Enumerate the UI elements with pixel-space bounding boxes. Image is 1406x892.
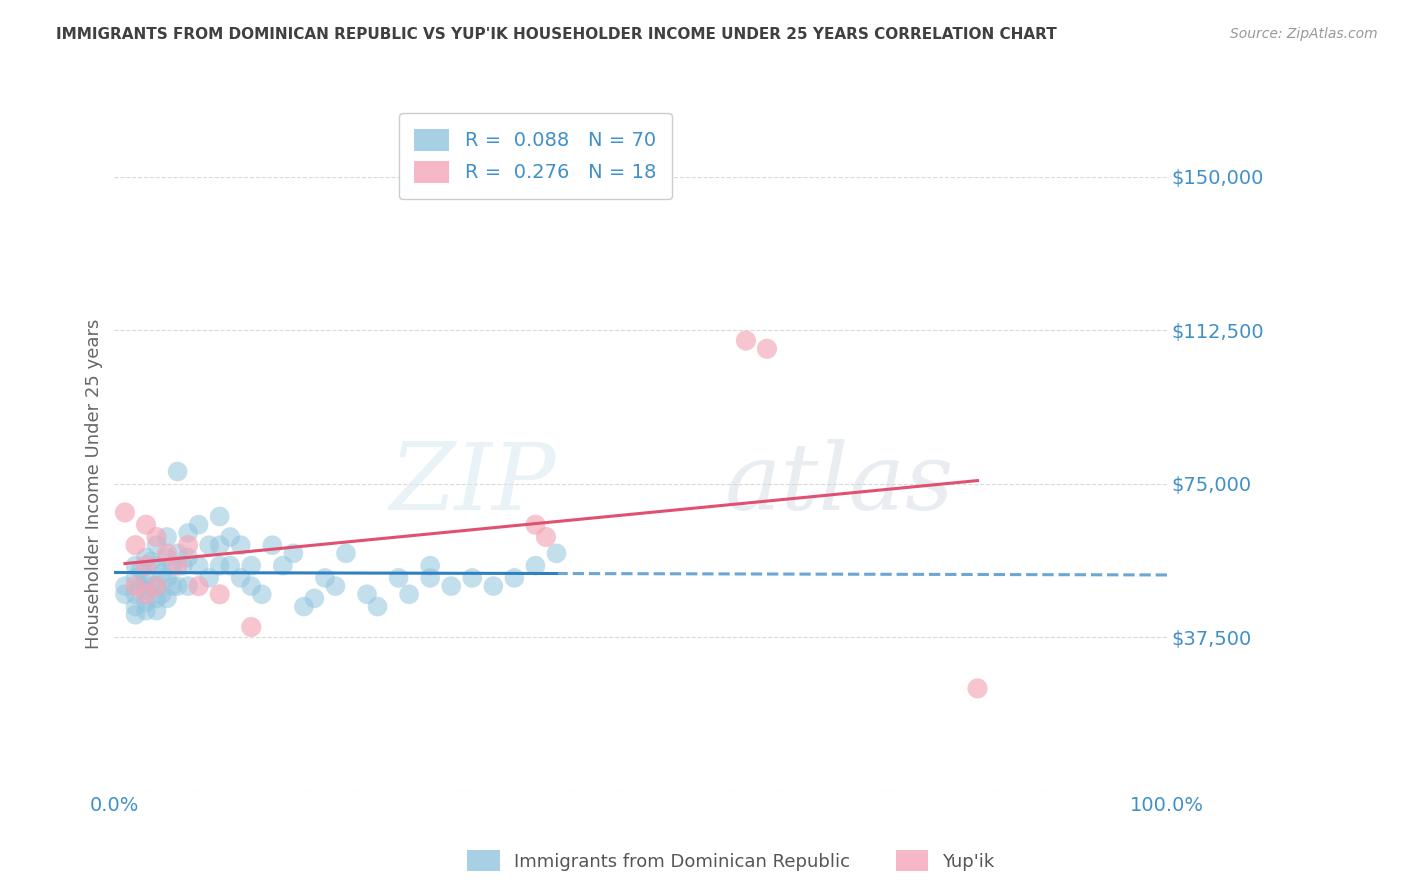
Point — [419, 571, 441, 585]
Point — [166, 579, 188, 593]
Point — [124, 558, 146, 573]
Point — [187, 558, 209, 573]
Point — [135, 604, 157, 618]
Point — [156, 550, 179, 565]
Point — [114, 579, 136, 593]
Point — [219, 530, 242, 544]
Point — [177, 538, 200, 552]
Point — [129, 563, 152, 577]
Point — [124, 571, 146, 585]
Point — [156, 571, 179, 585]
Point — [135, 550, 157, 565]
Point — [271, 558, 294, 573]
Point — [208, 558, 231, 573]
Point — [145, 538, 167, 552]
Point — [156, 591, 179, 606]
Point — [135, 517, 157, 532]
Point — [250, 587, 273, 601]
Point — [229, 571, 252, 585]
Point — [135, 595, 157, 609]
Point — [335, 546, 357, 560]
Point — [482, 579, 505, 593]
Point — [162, 579, 184, 593]
Point — [262, 538, 284, 552]
Point — [461, 571, 484, 585]
Point — [208, 509, 231, 524]
Point — [966, 681, 988, 696]
Text: ZIP: ZIP — [389, 439, 557, 529]
Point — [166, 546, 188, 560]
Point — [124, 587, 146, 601]
Point — [419, 558, 441, 573]
Point — [141, 555, 163, 569]
Point — [145, 579, 167, 593]
Point — [187, 517, 209, 532]
Point — [135, 587, 157, 601]
Point — [124, 599, 146, 614]
Point — [135, 558, 157, 573]
Point — [283, 546, 305, 560]
Point — [124, 579, 146, 593]
Point — [440, 579, 463, 593]
Point — [198, 571, 221, 585]
Point — [177, 550, 200, 565]
Point — [524, 517, 547, 532]
Y-axis label: Householder Income Under 25 years: Householder Income Under 25 years — [86, 318, 103, 649]
Point — [240, 558, 263, 573]
Point — [177, 579, 200, 593]
Point — [325, 579, 347, 593]
Point — [398, 587, 420, 601]
Point — [141, 579, 163, 593]
Point — [219, 558, 242, 573]
Point — [208, 538, 231, 552]
Point — [162, 558, 184, 573]
Point — [145, 558, 167, 573]
Point — [229, 538, 252, 552]
Point — [367, 599, 389, 614]
Text: IMMIGRANTS FROM DOMINICAN REPUBLIC VS YUP'IK HOUSEHOLDER INCOME UNDER 25 YEARS C: IMMIGRANTS FROM DOMINICAN REPUBLIC VS YU… — [56, 27, 1057, 42]
Point — [208, 587, 231, 601]
Point — [304, 591, 326, 606]
Legend: Immigrants from Dominican Republic, Yup'ik: Immigrants from Dominican Republic, Yup'… — [460, 843, 1002, 879]
Point — [114, 505, 136, 519]
Point — [135, 571, 157, 585]
Point — [166, 558, 188, 573]
Point — [524, 558, 547, 573]
Legend: R =  0.088   N = 70, R =  0.276   N = 18: R = 0.088 N = 70, R = 0.276 N = 18 — [399, 113, 672, 199]
Point — [503, 571, 526, 585]
Point — [356, 587, 378, 601]
Point — [150, 587, 173, 601]
Point — [240, 620, 263, 634]
Point — [314, 571, 336, 585]
Point — [124, 538, 146, 552]
Point — [156, 546, 179, 560]
Point — [292, 599, 315, 614]
Point — [388, 571, 411, 585]
Point — [156, 530, 179, 544]
Text: atlas: atlas — [725, 439, 955, 529]
Point — [129, 579, 152, 593]
Text: Source: ZipAtlas.com: Source: ZipAtlas.com — [1230, 27, 1378, 41]
Point — [145, 591, 167, 606]
Point — [534, 530, 557, 544]
Point — [166, 465, 188, 479]
Point — [546, 546, 568, 560]
Point — [240, 579, 263, 593]
Point — [145, 579, 167, 593]
Point — [145, 530, 167, 544]
Point — [145, 604, 167, 618]
Point — [150, 566, 173, 581]
Point — [177, 525, 200, 540]
Point — [756, 342, 779, 356]
Point — [198, 538, 221, 552]
Point — [172, 558, 194, 573]
Point — [735, 334, 758, 348]
Point — [114, 587, 136, 601]
Point — [135, 583, 157, 598]
Point — [187, 579, 209, 593]
Point — [124, 607, 146, 622]
